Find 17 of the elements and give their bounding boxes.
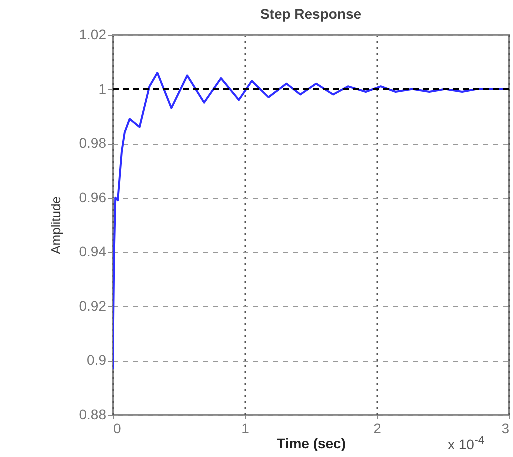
text: x 10$^{-4}$ bbox=[448, 434, 485, 453]
x-tick-label: 2 bbox=[374, 420, 382, 436]
x-tick-label: 1 bbox=[242, 420, 250, 436]
y-tick-label: 0.94 bbox=[79, 244, 107, 260]
y-tick-label: 1 bbox=[98, 80, 107, 97]
y-tick-label: 0.98 bbox=[79, 135, 107, 152]
line-series bbox=[113, 72, 509, 370]
y-tick-label: 0.96 bbox=[79, 189, 107, 206]
chart-title: Step Response bbox=[260, 6, 362, 22]
y-axis-title: Amplitude bbox=[48, 196, 64, 254]
x-axis-title: Time (sec) bbox=[277, 436, 346, 452]
y-tick-label: 0.92 bbox=[79, 298, 107, 314]
y-tick-label: 1.02 bbox=[79, 26, 107, 42]
y-tick-label: 0.9 bbox=[87, 352, 107, 368]
y-tick-label: 0.88 bbox=[79, 406, 107, 422]
x-tick-label: 0 bbox=[114, 420, 122, 436]
x-tick-label: 3 bbox=[502, 420, 510, 436]
